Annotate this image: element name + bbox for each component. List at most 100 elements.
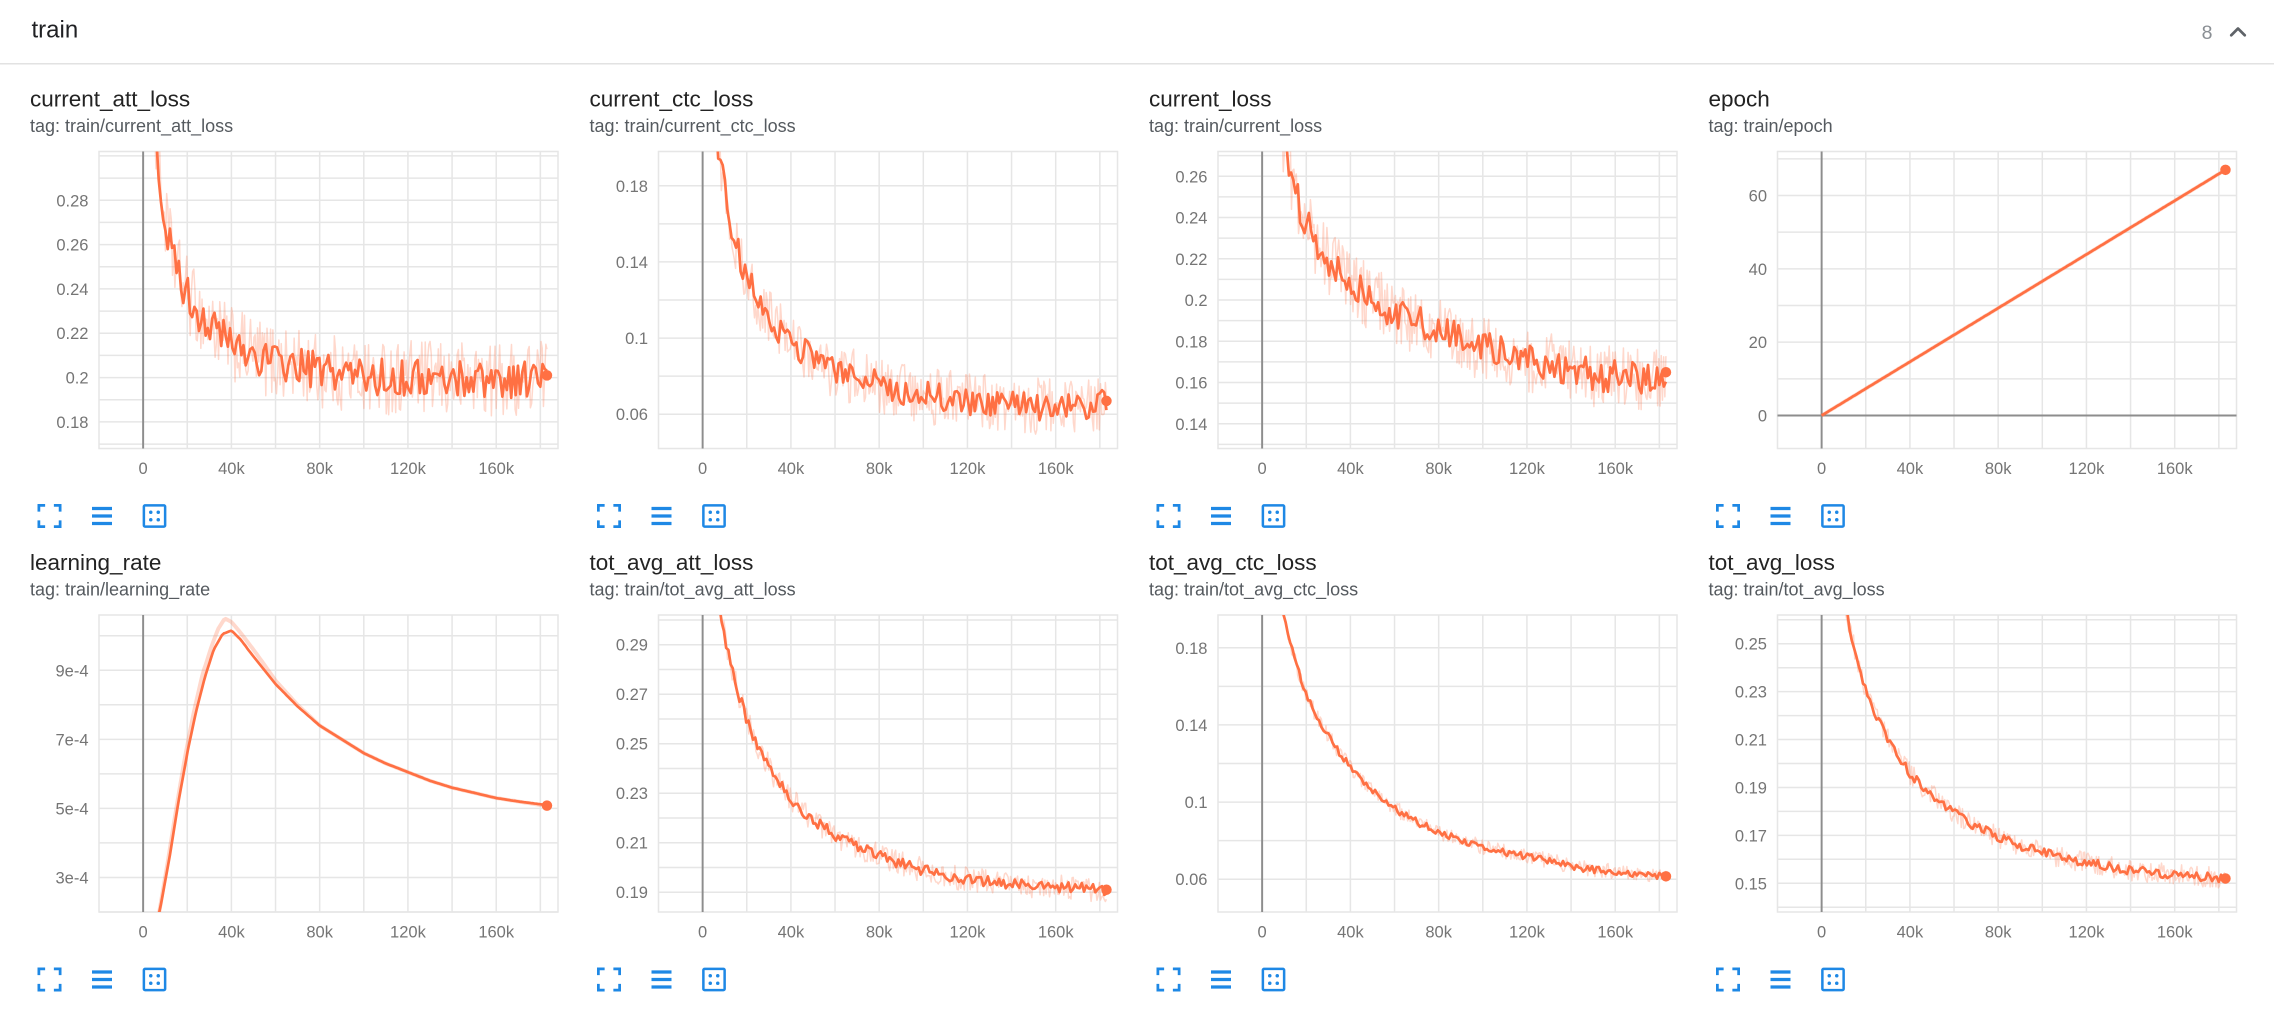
- svg-text:40k: 40k: [218, 460, 245, 478]
- svg-text:0.28: 0.28: [56, 192, 88, 210]
- scalar-card: tot_avg_att_loss tag: train/tot_avg_att_…: [590, 549, 1124, 998]
- svg-text:80k: 80k: [1985, 460, 2012, 478]
- axis-labels: 0 20 40 60 0 40k 80k 120k 160k: [1749, 188, 2194, 479]
- svg-text:5e-4: 5e-4: [55, 800, 88, 818]
- line-chart[interactable]: 0.18 0.2 0.22 0.24 0.26 0.28 0 40k 80k 120k 160k: [30, 143, 564, 491]
- collapse-section-icon[interactable]: [2223, 17, 2253, 47]
- chart-grid: [1217, 614, 1678, 913]
- fullscreen-icon: [1156, 967, 1181, 992]
- svg-text:0.21: 0.21: [616, 835, 648, 853]
- fullscreen-button[interactable]: [32, 962, 68, 998]
- fit-domain-button[interactable]: [1815, 962, 1851, 998]
- fullscreen-button[interactable]: [1151, 498, 1187, 534]
- svg-text:0.1: 0.1: [1185, 794, 1208, 812]
- chart-series: [716, 151, 1108, 435]
- svg-text:0: 0: [1817, 924, 1826, 942]
- chart-grid: [98, 150, 559, 450]
- fit-domain-icon: [702, 504, 726, 528]
- line-chart[interactable]: 3e-4 5e-4 7e-4 9e-4 0 40k 80k 120k 160k: [30, 606, 564, 954]
- chart-series: [157, 616, 548, 912]
- card-title: epoch: [1708, 87, 1770, 113]
- fit-domain-button[interactable]: [1256, 962, 1292, 998]
- run-section-header[interactable]: train 8: [0, 0, 2274, 65]
- line-chart[interactable]: 0 20 40 60 0 40k 80k 120k 160k: [1709, 143, 2243, 491]
- chart-grid: [657, 150, 1119, 450]
- fit-domain-button[interactable]: [1256, 498, 1292, 534]
- svg-text:40: 40: [1749, 261, 1767, 279]
- last-point-marker: [1101, 884, 1112, 895]
- svg-text:0.23: 0.23: [1735, 684, 1767, 702]
- fullscreen-button[interactable]: [32, 498, 68, 534]
- fit-domain-icon: [1821, 504, 1845, 528]
- fit-domain-button[interactable]: [1815, 498, 1851, 534]
- data-table-button[interactable]: [1763, 962, 1799, 998]
- data-table-icon: [1770, 970, 1791, 989]
- data-table-button[interactable]: [1203, 498, 1239, 534]
- card-title: current_ctc_loss: [589, 87, 754, 113]
- svg-text:160k: 160k: [2157, 924, 2194, 942]
- svg-text:0.27: 0.27: [616, 686, 648, 704]
- svg-text:120k: 120k: [950, 924, 987, 942]
- data-table-button[interactable]: [644, 498, 680, 534]
- svg-text:120k: 120k: [1509, 924, 1546, 942]
- scalar-card: epoch tag: train/epoch 0 20 40 60 0 40k 80k 120…: [1709, 86, 2243, 535]
- svg-text:0.14: 0.14: [616, 254, 648, 272]
- data-table-button[interactable]: [644, 962, 680, 998]
- fit-domain-button[interactable]: [696, 498, 732, 534]
- card-controls: [590, 491, 1124, 535]
- fullscreen-icon: [1156, 504, 1181, 528]
- chart-grid: [657, 614, 1119, 913]
- svg-text:0.18: 0.18: [1175, 333, 1207, 351]
- svg-text:120k: 120k: [390, 460, 427, 478]
- fit-domain-button[interactable]: [696, 962, 732, 998]
- svg-text:0.15: 0.15: [1735, 875, 1767, 893]
- data-table-button[interactable]: [84, 498, 120, 534]
- svg-text:0: 0: [1817, 460, 1826, 478]
- svg-text:0: 0: [698, 924, 707, 942]
- axis-labels: 0.19 0.21 0.23 0.25 0.27 0.29 0 40k 80k 120k 160k: [616, 637, 1074, 942]
- svg-text:80k: 80k: [1425, 460, 1452, 478]
- fullscreen-button[interactable]: [1151, 962, 1187, 998]
- svg-text:160k: 160k: [1597, 924, 1634, 942]
- svg-text:40k: 40k: [1897, 924, 1924, 942]
- axis-labels: 0.06 0.1 0.14 0.18 0 40k 80k 120k 160k: [1175, 640, 1633, 942]
- line-chart[interactable]: 0.19 0.21 0.23 0.25 0.27 0.29 0 40k 80k 120k 160k: [590, 606, 1124, 954]
- fullscreen-icon: [597, 967, 621, 992]
- fullscreen-icon: [1716, 967, 1740, 992]
- svg-text:0.1: 0.1: [625, 330, 648, 348]
- line-chart[interactable]: 0.15 0.17 0.19 0.21 0.23 0.25 0 40k 80k 120k 160k: [1709, 606, 2243, 954]
- line-chart[interactable]: 0.06 0.1 0.14 0.18 0 40k 80k 120k 160k: [590, 143, 1124, 491]
- fullscreen-button[interactable]: [591, 498, 627, 534]
- svg-text:7e-4: 7e-4: [55, 731, 88, 749]
- svg-text:120k: 120k: [950, 460, 987, 478]
- svg-text:160k: 160k: [478, 460, 515, 478]
- svg-text:20: 20: [1749, 334, 1767, 352]
- svg-text:0.25: 0.25: [616, 736, 648, 754]
- fullscreen-button[interactable]: [1710, 962, 1746, 998]
- data-table-icon: [1211, 506, 1231, 526]
- line-chart[interactable]: 0.06 0.1 0.14 0.18 0 40k 80k 120k 160k: [1149, 606, 1683, 954]
- data-table-icon: [92, 970, 112, 989]
- svg-text:0.19: 0.19: [616, 884, 648, 902]
- fit-domain-button[interactable]: [137, 498, 173, 534]
- svg-text:0: 0: [139, 460, 148, 478]
- card-controls: [1149, 954, 1683, 998]
- fit-domain-button[interactable]: [137, 962, 173, 998]
- card-tag: tag: train/tot_avg_loss: [1708, 579, 1885, 600]
- data-table-button[interactable]: [84, 962, 120, 998]
- svg-text:120k: 120k: [2069, 924, 2106, 942]
- card-tag: tag: train/tot_avg_att_loss: [589, 579, 796, 600]
- fullscreen-button[interactable]: [1710, 498, 1746, 534]
- card-tag: tag: train/current_loss: [1149, 115, 1323, 137]
- svg-text:0: 0: [698, 460, 707, 478]
- scalar-card: current_loss tag: train/current_loss 0.1…: [1149, 86, 1683, 535]
- card-tag: tag: train/learning_rate: [30, 579, 211, 600]
- line-chart[interactable]: 0.14 0.16 0.18 0.2 0.22 0.24 0.26 0 40k 80k 120k 16…: [1149, 143, 1683, 491]
- data-table-button[interactable]: [1763, 498, 1799, 534]
- data-table-button[interactable]: [1203, 962, 1239, 998]
- card-controls: [1709, 954, 2243, 998]
- data-table-icon: [1770, 506, 1791, 526]
- svg-text:0.06: 0.06: [1175, 871, 1207, 889]
- fullscreen-button[interactable]: [591, 962, 627, 998]
